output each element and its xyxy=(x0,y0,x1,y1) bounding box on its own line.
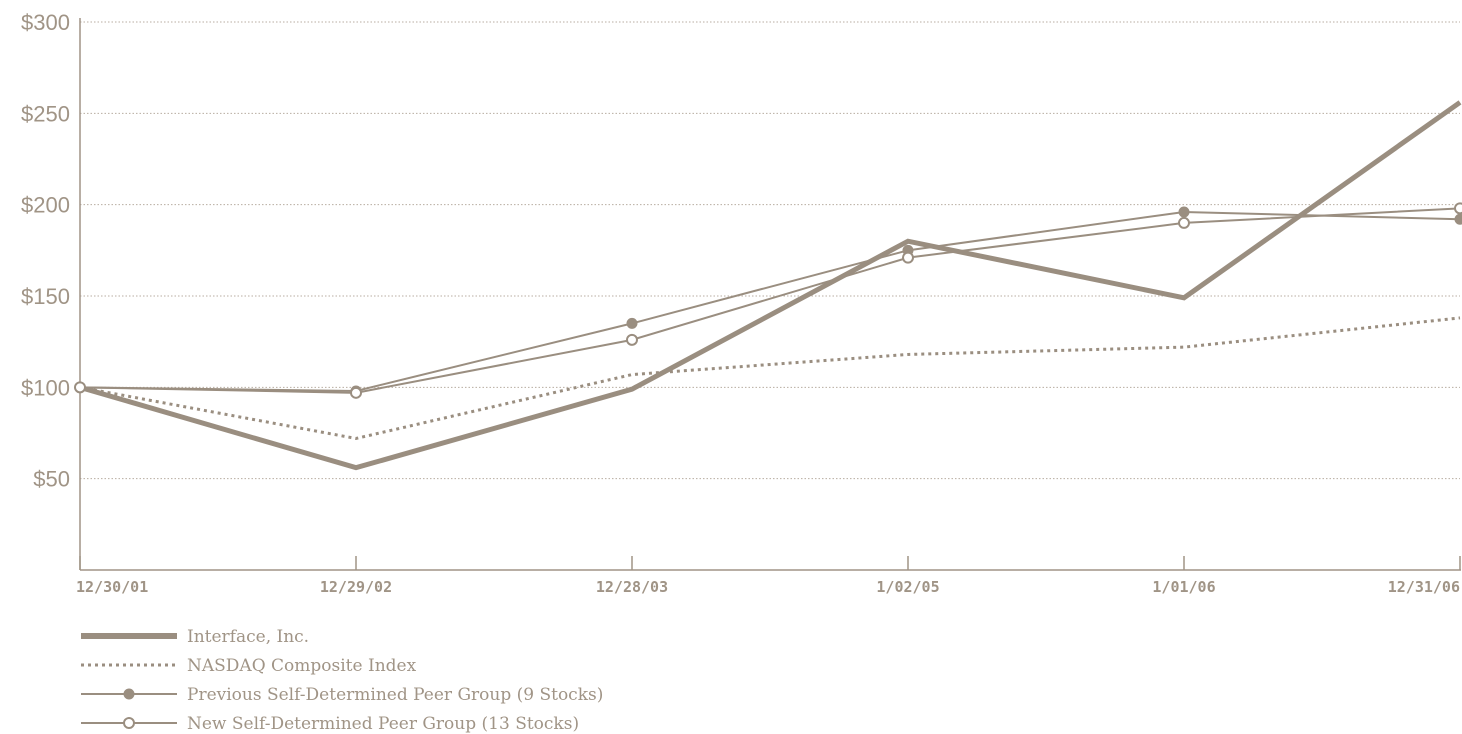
x-tick-label: 12/30/01 xyxy=(76,578,148,596)
legend-label: NASDAQ Composite Index xyxy=(187,656,417,676)
series-line xyxy=(79,100,1462,471)
data-point xyxy=(626,317,638,329)
series-lines xyxy=(74,100,1462,471)
series-line xyxy=(79,316,1461,441)
x-tick-label: 1/02/05 xyxy=(876,578,939,596)
legend-label: Previous Self-Determined Peer Group (9 S… xyxy=(187,685,603,705)
legend-label: Interface, Inc. xyxy=(187,627,309,647)
y-tick-label: $200 xyxy=(21,193,70,218)
data-point xyxy=(1178,206,1190,218)
x-tick-label: 12/28/03 xyxy=(596,578,668,596)
y-tick-label: $300 xyxy=(21,10,70,35)
x-tick-label: 12/29/02 xyxy=(320,578,392,596)
x-tick-label: 12/31/06 xyxy=(1388,578,1460,596)
x-axis-tick-labels: 12/30/01 12/29/02 12/28/03 1/02/05 1/01/06 12… xyxy=(76,578,1460,596)
data-point xyxy=(1178,216,1190,229)
legend-item: Previous Self-Determined Peer Group (9 S… xyxy=(81,685,603,705)
legend-item: NASDAQ Composite Index xyxy=(81,656,417,676)
legend-marker xyxy=(123,688,135,700)
data-point xyxy=(902,251,914,264)
y-tick-label: $250 xyxy=(21,101,70,126)
data-point xyxy=(350,386,362,399)
y-tick-label: $100 xyxy=(21,375,70,400)
data-point xyxy=(1454,213,1462,225)
x-tick-label: 1/01/06 xyxy=(1152,578,1215,596)
grid-lines xyxy=(80,21,1460,480)
y-tick-label: $50 xyxy=(33,467,70,492)
data-point xyxy=(626,333,638,346)
axes xyxy=(79,18,1461,571)
legend-marker xyxy=(123,717,135,729)
legend-label: New Self-Determined Peer Group (13 Stock… xyxy=(187,714,579,734)
data-point xyxy=(1454,202,1462,215)
series-line xyxy=(79,210,1461,392)
legend-item: New Self-Determined Peer Group (13 Stock… xyxy=(81,714,579,734)
series-line xyxy=(79,207,1461,394)
data-point xyxy=(74,381,86,394)
y-tick-label: $150 xyxy=(21,284,70,309)
legend-item: Interface, Inc. xyxy=(81,627,309,647)
legend: Interface, Inc. NASDAQ Composite Index Pre… xyxy=(81,627,603,734)
y-axis-tick-labels: $50 $100 $150 $200 $250 $300 xyxy=(21,10,70,492)
